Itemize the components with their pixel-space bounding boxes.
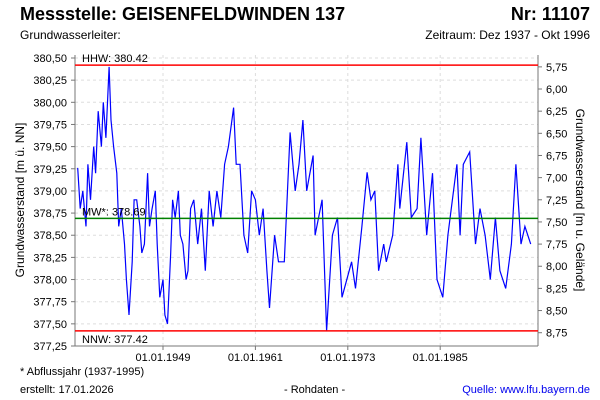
x-tick-label: 01.01.1973 bbox=[320, 352, 375, 364]
y-tick-label: 379,00 bbox=[33, 186, 67, 198]
left-y-axis: 380,50 380,25 380,00 379,75 379,50 379,25 379,… bbox=[33, 53, 76, 353]
period-label: Zeitraum: Dez 1937 - Okt 1996 bbox=[425, 28, 590, 42]
y-right-tick-label: 6,75 bbox=[546, 150, 567, 162]
y-axis-label-right: Grundwasserstand [m u. Gelände] bbox=[573, 109, 587, 292]
y-right-tick-label: 8,00 bbox=[546, 261, 567, 273]
y-tick-label: 380,00 bbox=[33, 97, 67, 109]
created-date: erstellt: 17.01.2026 bbox=[20, 384, 114, 396]
aquifer-label: Grundwasserleiter: bbox=[20, 28, 121, 42]
y-right-tick-label: 8,25 bbox=[546, 283, 567, 295]
y-tick-label: 380,25 bbox=[33, 75, 67, 87]
x-axis: 01.01.1949 01.01.1961 01.01.1973 01.01.1985 bbox=[75, 345, 538, 364]
y-right-tick-label: 8,50 bbox=[546, 306, 567, 318]
y-right-tick-label: 7,75 bbox=[546, 239, 567, 251]
y-right-tick-label: 7,25 bbox=[546, 195, 567, 207]
y-tick-label: 379,75 bbox=[33, 119, 67, 131]
page-title: Messstelle: GEISENFELDWINDEN 137 bbox=[20, 4, 346, 24]
y-tick-label: 379,25 bbox=[33, 164, 67, 176]
y-tick-label: 378,00 bbox=[33, 275, 67, 287]
station-number: Nr: 11107 bbox=[510, 4, 590, 24]
series-layer bbox=[77, 66, 532, 331]
y-tick-label: 377,75 bbox=[33, 297, 67, 309]
y-right-tick-label: 7,50 bbox=[546, 217, 567, 229]
x-tick-label: 01.01.1961 bbox=[228, 352, 283, 364]
y-right-tick-label: 6,50 bbox=[546, 128, 567, 140]
reference-label: MW*: 378.69 bbox=[82, 206, 146, 218]
source-link[interactable]: Quelle: www.lfu.bayern.de bbox=[462, 384, 590, 396]
groundwater-level-line bbox=[77, 66, 532, 331]
y-right-tick-label: 6,25 bbox=[546, 106, 567, 118]
y-tick-label: 380,50 bbox=[33, 53, 67, 65]
y-tick-label: 378,50 bbox=[33, 230, 67, 242]
y-tick-label: 377,50 bbox=[33, 319, 67, 331]
y-right-tick-label: 8,75 bbox=[546, 328, 567, 340]
reference-lines: HHW: 380.42 MW*: 378.69 NNW: 377.42 bbox=[75, 53, 538, 346]
y-right-tick-label: 7,00 bbox=[546, 173, 567, 185]
y-tick-label: 378,75 bbox=[33, 208, 67, 220]
raw-data-label: - Rohdaten - bbox=[284, 384, 346, 396]
y-axis-label: Grundwasserstand [m ü. NN] bbox=[13, 123, 27, 278]
x-tick-label: 01.01.1985 bbox=[413, 352, 468, 364]
reference-label: HHW: 380.42 bbox=[82, 53, 148, 65]
y-tick-label: 379,50 bbox=[33, 142, 67, 154]
x-tick-label: 01.01.1949 bbox=[135, 352, 190, 364]
plot-area bbox=[75, 55, 538, 346]
footnote: * Abflussjahr (1937-1995) bbox=[20, 366, 145, 378]
y-tick-label: 378,25 bbox=[33, 252, 67, 264]
right-y-axis: 5,75 6,00 6,25 6,50 6,75 7,00 7,25 7,50 7,75 8,00… bbox=[537, 55, 567, 346]
grid bbox=[75, 55, 538, 347]
y-right-tick-label: 5,75 bbox=[546, 62, 567, 74]
y-tick-label: 377,25 bbox=[33, 341, 67, 353]
reference-label: NNW: 377.42 bbox=[82, 334, 148, 346]
y-right-tick-label: 6,00 bbox=[546, 84, 567, 96]
